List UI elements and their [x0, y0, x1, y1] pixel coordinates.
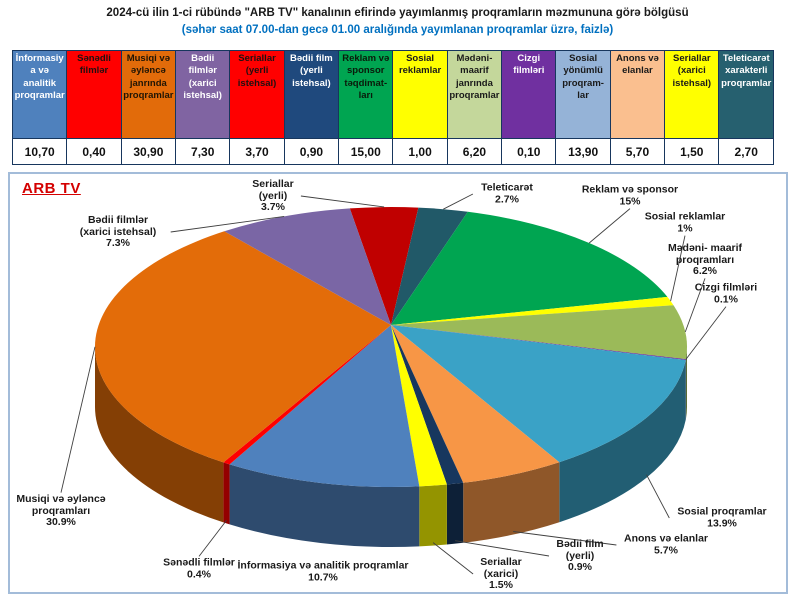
table-header-cell: Bədii film (yerli istehsal) [283, 50, 340, 139]
pie-slice-label: Seriallar (yerli) 3.7% [252, 177, 294, 213]
table-value-cell: 7,30 [175, 138, 231, 165]
pie-label-leader-line [670, 235, 686, 302]
pie-slice-label: Sənədli filmlər 0.4% [163, 556, 235, 580]
pie-slice [391, 211, 668, 325]
pie-label-leader-line [60, 346, 96, 493]
channel-label: ARB TV [22, 180, 81, 197]
pie-label-leader-line [685, 306, 727, 360]
pie-chart-svg [60, 193, 727, 575]
table-header-cell: Seriallar (xarici istehsal) [664, 50, 720, 139]
pie-slice [229, 325, 420, 488]
table-value-row: 10,70 0,40 30,90 7,30 3,70 0,90 15,00 1,00 6,20 0… [11, 138, 774, 165]
table-value-cell: 0,40 [66, 138, 122, 165]
pie-slice-side [229, 464, 420, 548]
pie-slice-side [419, 484, 447, 547]
table-header-cell: Sənədli filmlər [66, 50, 122, 139]
pie-label-leader-line [300, 195, 385, 208]
pie-label-leader-line [455, 540, 550, 557]
pie-label-leader-line [513, 531, 617, 546]
pie-slice-side [223, 462, 230, 525]
table-header-cell: Sosial reklamlar [392, 50, 448, 139]
pie-slice [391, 325, 560, 483]
pie-slice-label: Bədii film (yerli) 0.9% [556, 537, 604, 573]
table-value-cell: 2,70 [718, 138, 774, 165]
pie-slice [391, 296, 674, 325]
pie-slice-side [685, 347, 687, 420]
table-header-cell: Cizgi filmləri [501, 50, 557, 139]
table-header-cell: Musiqi və əyləncə janrında proqramlar [120, 50, 177, 139]
pie-slice-label: Cizgi filmləri 0.1% [694, 281, 758, 305]
pie-label-leader-line [646, 474, 670, 519]
pie-slice-side [463, 462, 560, 543]
pie-label-leader-line [443, 193, 474, 210]
table-value-cell: 10,70 [11, 138, 68, 165]
table-header-cell: Seriallar (yerli istehsal) [229, 50, 285, 139]
page-title: 2024-cü ilin 1-ci rübündə "ARB TV" kanal… [106, 7, 689, 19]
pie-slice-side [95, 347, 224, 523]
pie-slice-label: Reklam və sponsor 15% [581, 183, 679, 207]
table-value-cell: 30,90 [120, 138, 177, 165]
table-value-cell: 0,90 [283, 138, 340, 165]
table-value-cell: 13,90 [555, 138, 611, 165]
pie-label-leader-line [588, 208, 631, 244]
table-header-cell: Bədii filmlər (xarici istehsal) [175, 50, 231, 139]
page-subtitle: (səhər saat 07.00-dan gecə 01.00 aralığı… [181, 24, 614, 36]
pie-slice [94, 231, 391, 463]
pie-chart-panel: ARB TV Seriallar (yerli) 3.7% Teleticarət 2.… [8, 172, 788, 594]
pie-label-leader-line [170, 215, 285, 233]
pie-slice [391, 325, 464, 485]
pie-label-leader-line [432, 542, 474, 575]
chart-title-block: 2024-cü ilin 1-ci rübündə "ARB TV" kanal… [0, 6, 795, 38]
pie-label-leader-line [198, 520, 227, 557]
pie-slice-label: Sosial proqramlar 13.9% [677, 505, 767, 529]
table-header-cell: Sosial yönümlü proqram-lar [555, 50, 611, 139]
pie-slice-side [559, 360, 686, 523]
table-value-cell: 15,00 [338, 138, 394, 165]
pie-slice-label: İnformasiya və analitik proqramlar 10.7% [237, 559, 409, 583]
table-header-row: İnformasiya və analitik proqramlar Sənədl… [11, 50, 774, 139]
pie-slice-label: Musiqi və əyləncə proqramları 30.9% [16, 492, 106, 528]
pie-slice-label: Teleticarət 2.7% [481, 181, 533, 205]
pie-slice [349, 207, 419, 325]
table-value-cell: 1,50 [664, 138, 720, 165]
pie-slice-side [446, 482, 464, 545]
table-header-cell: İnformasiya və analitik proqramlar [11, 50, 68, 139]
pie-slice-label: Seriallar (xarici) 1.5% [480, 555, 522, 591]
pie-slice-label: Bədii filmlər (xarici istehsal) 7.3% [79, 213, 157, 249]
table-header-cell: Anons və elanlar [609, 50, 666, 139]
table-value-cell: 6,20 [446, 138, 503, 165]
pie-label-leader-line [684, 278, 706, 333]
table-value-cell: 3,70 [229, 138, 285, 165]
pie-slice [391, 325, 686, 463]
pie-slice [224, 208, 391, 325]
pie-slice [223, 325, 391, 465]
table-header-cell: Reklam və sponsor təqdimat-ları [338, 50, 394, 139]
pie-slice [391, 325, 686, 360]
pie-slice-label: Sosial reklamlar 1% [644, 210, 726, 234]
table-value-cell: 5,70 [609, 138, 666, 165]
pie-slice [391, 305, 688, 360]
table-header-cell: Mədəni-maarif janrında proqramlar [446, 50, 503, 139]
pie-slice-label: Anons və elanlar 5.7% [623, 532, 709, 556]
pie-slice [391, 325, 447, 487]
table-value-cell: 0,10 [501, 138, 557, 165]
pie-slice [391, 207, 468, 325]
pie-slice-label: Mədəni- maarif proqramları 6.2% [667, 241, 743, 277]
table-value-cell: 1,00 [392, 138, 448, 165]
table-header-cell: Teleticarət xarakterli proqramlar [718, 50, 774, 139]
program-share-table: İnformasiya və analitik proqramlar Sənədl… [11, 50, 774, 165]
